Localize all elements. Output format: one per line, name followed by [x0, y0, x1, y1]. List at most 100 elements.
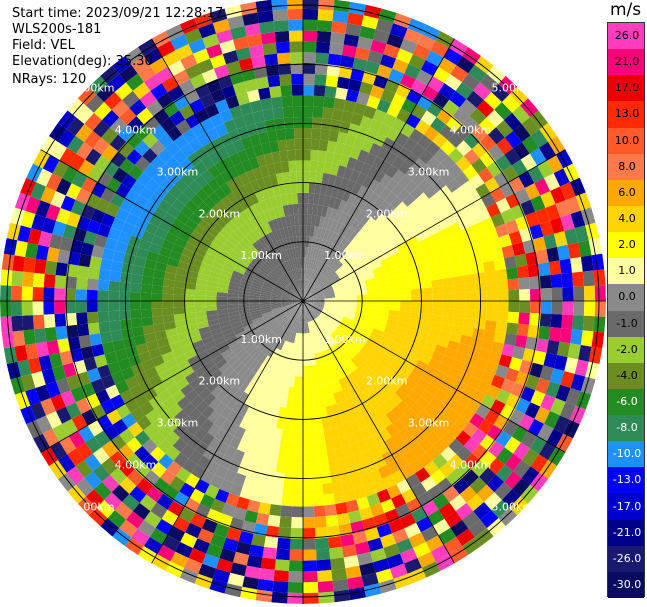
ray-gate	[303, 292, 311, 301]
ray-gate	[262, 329, 273, 340]
ray-gate	[336, 457, 348, 471]
ray-gate	[417, 134, 433, 150]
ray-gate	[529, 362, 544, 378]
ray-gate	[145, 409, 161, 424]
ray-gate	[345, 89, 360, 103]
ray-gate	[570, 373, 586, 392]
ray-gate	[338, 324, 349, 333]
ray-gate	[216, 296, 228, 301]
ray-gate	[391, 93, 407, 109]
ray-gate	[107, 227, 122, 241]
ray-gate	[71, 413, 88, 431]
ray-gate	[289, 41, 303, 53]
ray-gate	[150, 155, 166, 171]
ray-gate	[98, 321, 111, 334]
ray-gate	[262, 546, 277, 560]
ray-gate	[309, 270, 315, 281]
ray-gate	[150, 124, 167, 141]
ray-gate	[229, 277, 242, 285]
ray-gate	[314, 516, 327, 528]
ray-gate	[385, 164, 399, 179]
ray-gate	[328, 393, 337, 406]
ray-gate	[480, 370, 495, 385]
ray-gate	[93, 102, 112, 120]
ray-gate	[382, 474, 397, 489]
ray-gate	[52, 423, 69, 442]
ray-gate	[144, 258, 157, 270]
ray-gate	[115, 207, 130, 222]
ray-gate	[133, 256, 147, 268]
ray-gate	[222, 224, 235, 236]
ray-gate	[455, 461, 472, 478]
ray-gate	[306, 268, 310, 280]
ray-gate	[532, 236, 547, 252]
ray-gate	[303, 225, 307, 237]
ray-gate	[551, 287, 563, 301]
ray-gate	[353, 253, 365, 263]
ray-gate	[308, 309, 316, 320]
ray-gate	[312, 272, 320, 283]
ray-gate	[364, 358, 376, 370]
ray-gate	[332, 283, 344, 290]
ray-gate	[343, 555, 360, 569]
ray-gate	[359, 81, 374, 96]
ray-gate	[125, 345, 139, 358]
ray-gate	[92, 137, 110, 155]
ray-gate	[420, 313, 433, 322]
ray-gate	[402, 230, 416, 242]
ray-gate	[210, 498, 226, 514]
ray-gate	[166, 383, 181, 397]
ray-gate	[310, 375, 317, 388]
ray-gate	[389, 196, 403, 210]
ray-gate	[214, 187, 227, 201]
ray-gate	[398, 316, 410, 324]
ray-gate	[282, 385, 290, 398]
ray-gate	[235, 46, 252, 61]
ray-gate	[140, 284, 153, 294]
ray-gate	[265, 64, 280, 77]
ray-gate	[10, 376, 26, 395]
ray-gate	[504, 112, 522, 131]
ray-gate	[353, 368, 365, 380]
ray-gate	[428, 232, 442, 244]
ray-gate	[139, 494, 157, 512]
ray-gate	[408, 53, 426, 70]
colorbar-swatch	[608, 153, 644, 181]
ray-gate	[565, 387, 581, 406]
ray-gate	[252, 349, 263, 360]
ray-gate	[236, 149, 249, 163]
ray-gate	[294, 321, 299, 333]
ray-gate	[84, 130, 102, 149]
ray-gate	[132, 502, 151, 520]
ray-gate	[512, 478, 531, 497]
ray-gate	[320, 384, 329, 397]
ray-gate	[35, 341, 49, 358]
ray-gate	[397, 188, 411, 202]
ray-gate	[206, 280, 219, 288]
ray-gate	[350, 233, 361, 245]
ray-gate	[359, 25, 376, 40]
ray-gate	[295, 292, 303, 301]
ray-gate	[442, 308, 455, 317]
ray-gate	[424, 341, 437, 352]
ray-gate	[214, 373, 227, 386]
ray-gate	[585, 361, 600, 380]
ray-gate	[212, 237, 225, 248]
ray-gate	[474, 231, 489, 245]
ray-gate	[289, 331, 295, 343]
ray-gate	[282, 292, 294, 298]
ray-gate	[246, 89, 261, 103]
ray-gate	[265, 233, 274, 245]
ray-gate	[319, 280, 330, 289]
ray-gate	[202, 375, 215, 388]
ray-gate	[197, 528, 214, 544]
ray-gate	[287, 386, 294, 398]
ray-gate	[399, 38, 418, 54]
ray-gate	[513, 123, 531, 142]
colorbar-tick-label: 1.0	[618, 264, 636, 278]
ray-gate	[289, 52, 303, 64]
ray-gate	[129, 301, 141, 311]
ray-gate	[259, 165, 270, 178]
ray-gate	[570, 329, 583, 346]
ray-gate	[419, 274, 432, 283]
